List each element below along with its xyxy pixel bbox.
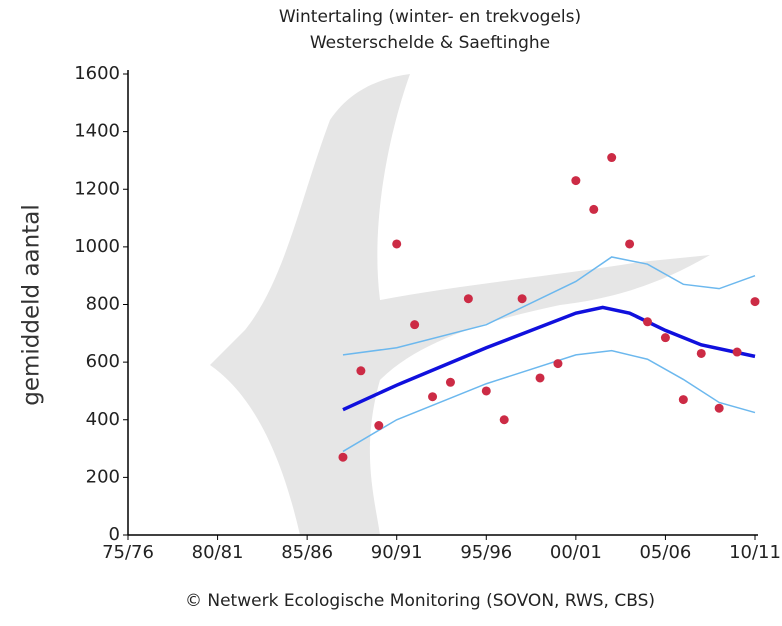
data-point <box>607 153 617 163</box>
x-tick-label: 05/06 <box>639 542 691 563</box>
x-tick-label: 95/96 <box>460 542 512 563</box>
data-point <box>571 176 581 186</box>
y-axis-label: gemiddeld aantal <box>19 204 45 405</box>
data-point <box>732 347 742 357</box>
data-point <box>392 239 402 249</box>
data-point <box>625 239 635 249</box>
y-tick-label: 1000 <box>74 236 120 257</box>
x-tick-label: 90/91 <box>371 542 423 563</box>
footer: © Netwerk Ecologische Monitoring (SOVON,… <box>185 591 655 611</box>
x-tick-label: 85/86 <box>281 542 333 563</box>
y-tick-label: 800 <box>86 294 120 315</box>
x-tick-label: 80/81 <box>192 542 244 563</box>
data-point <box>553 359 563 369</box>
data-point <box>535 373 545 383</box>
chart-title: Wintertaling (winter- en trekvogels) <box>279 7 581 27</box>
y-tick-label: 1400 <box>74 121 120 142</box>
data-point <box>428 392 438 402</box>
y-tick-label: 600 <box>86 351 120 372</box>
chart-subtitle: Westerschelde & Saeftinghe <box>310 33 550 53</box>
data-point <box>356 366 366 376</box>
data-point <box>338 452 348 462</box>
y-tick-label: 1200 <box>74 178 120 199</box>
data-point <box>660 333 670 343</box>
y-tick-label: 200 <box>86 466 120 487</box>
data-point <box>714 403 724 413</box>
y-tick-label: 400 <box>86 409 120 430</box>
data-point <box>374 421 384 431</box>
data-point <box>499 415 509 425</box>
x-tick-label: 00/01 <box>550 542 602 563</box>
trend-line <box>342 349 756 453</box>
data-point <box>750 297 760 307</box>
data-point <box>589 204 599 214</box>
data-point <box>445 377 455 387</box>
trend-line <box>342 305 756 412</box>
x-tick-label: 10/11 <box>729 542 781 563</box>
x-tick-label: 75/76 <box>102 542 154 563</box>
data-point <box>696 348 706 358</box>
data-point <box>410 320 420 330</box>
data-point <box>481 386 491 396</box>
trend-line <box>342 256 756 356</box>
y-tick-label: 1600 <box>74 63 120 84</box>
data-point <box>463 294 473 304</box>
data-point <box>517 294 527 304</box>
data-point <box>678 395 688 405</box>
bird-silhouette <box>210 74 710 535</box>
data-point <box>643 317 653 327</box>
y-tick-label: 0 <box>109 524 120 545</box>
